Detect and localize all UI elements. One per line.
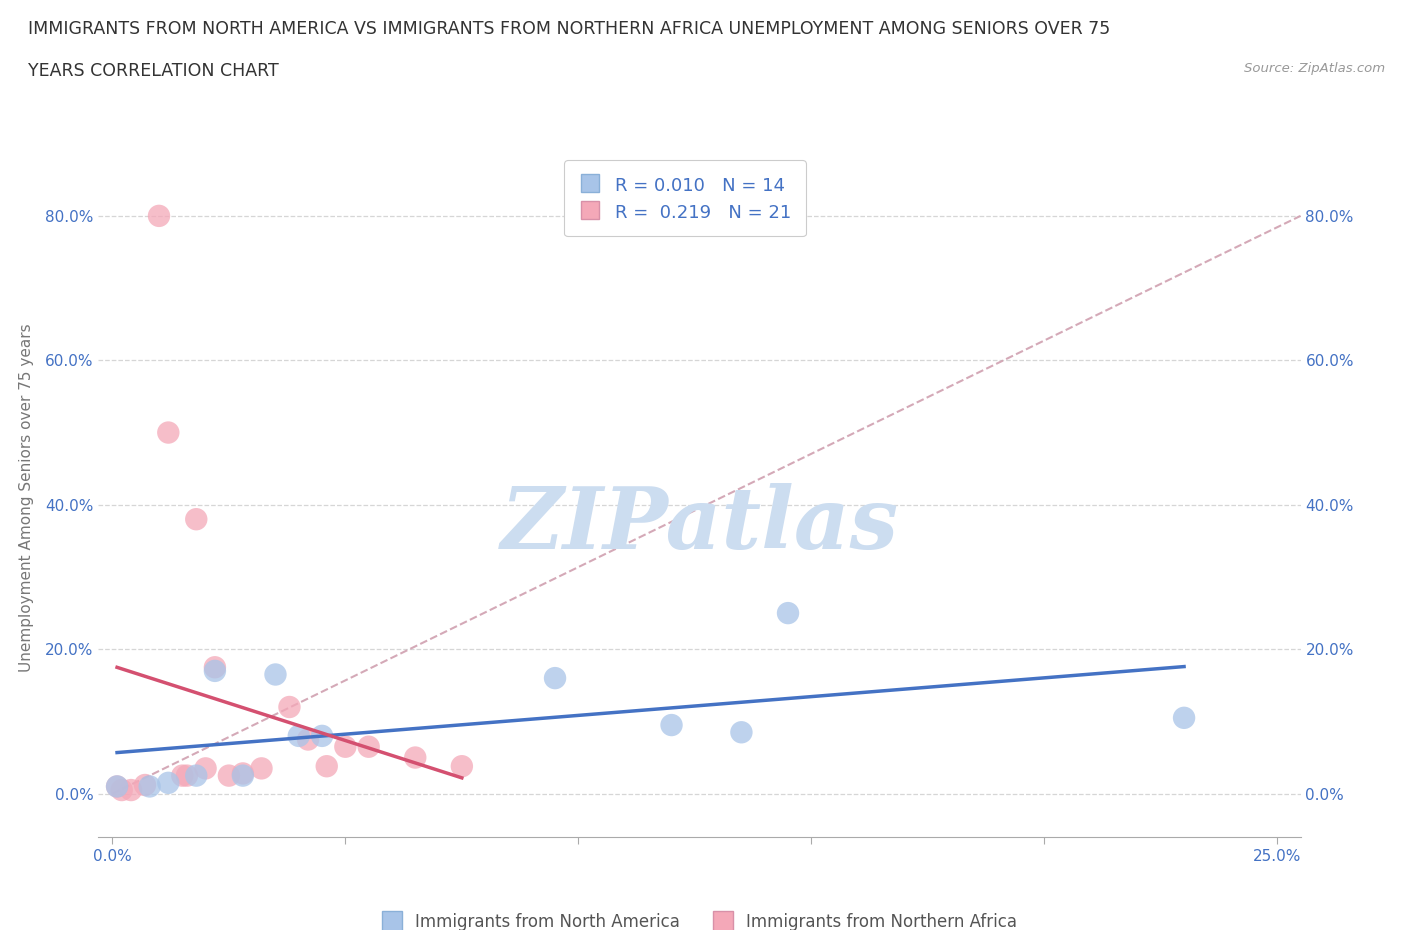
Text: Source: ZipAtlas.com: Source: ZipAtlas.com [1244, 62, 1385, 75]
Point [335, 739, 357, 754]
Point [204, 663, 226, 678]
Text: ZIPatlas: ZIPatlas [501, 483, 898, 566]
Point [315, 759, 337, 774]
Point [204, 660, 226, 675]
Point [105, 779, 128, 794]
Text: YEARS CORRELATION CHART: YEARS CORRELATION CHART [28, 62, 278, 80]
Point [357, 739, 380, 754]
Point [661, 718, 683, 733]
Y-axis label: Unemployment Among Seniors over 75 years: Unemployment Among Seniors over 75 years [18, 324, 34, 671]
Point [250, 761, 273, 776]
Point [157, 776, 180, 790]
Point [404, 751, 426, 765]
Point [111, 783, 134, 798]
Point [287, 728, 309, 743]
Point [297, 732, 319, 747]
Point [138, 779, 160, 794]
Point [450, 759, 472, 774]
Point [148, 208, 170, 223]
Point [278, 699, 301, 714]
Point [120, 783, 142, 798]
Point [232, 766, 254, 781]
Point [218, 768, 240, 783]
Text: IMMIGRANTS FROM NORTH AMERICA VS IMMIGRANTS FROM NORTHERN AFRICA UNEMPLOYMENT AM: IMMIGRANTS FROM NORTH AMERICA VS IMMIGRA… [28, 20, 1111, 38]
Point [172, 768, 194, 783]
Point [730, 724, 752, 739]
Point [105, 779, 128, 794]
Point [186, 768, 208, 783]
Point [134, 777, 156, 792]
Point [264, 667, 287, 682]
Point [776, 605, 799, 620]
Point [1173, 711, 1195, 725]
Point [544, 671, 567, 685]
Point [311, 728, 333, 743]
Point [186, 512, 208, 526]
Point [157, 425, 180, 440]
Legend: Immigrants from North America, Immigrants from Northern Africa: Immigrants from North America, Immigrant… [375, 907, 1024, 930]
Point [232, 768, 254, 783]
Point [176, 768, 198, 783]
Point [194, 761, 217, 776]
